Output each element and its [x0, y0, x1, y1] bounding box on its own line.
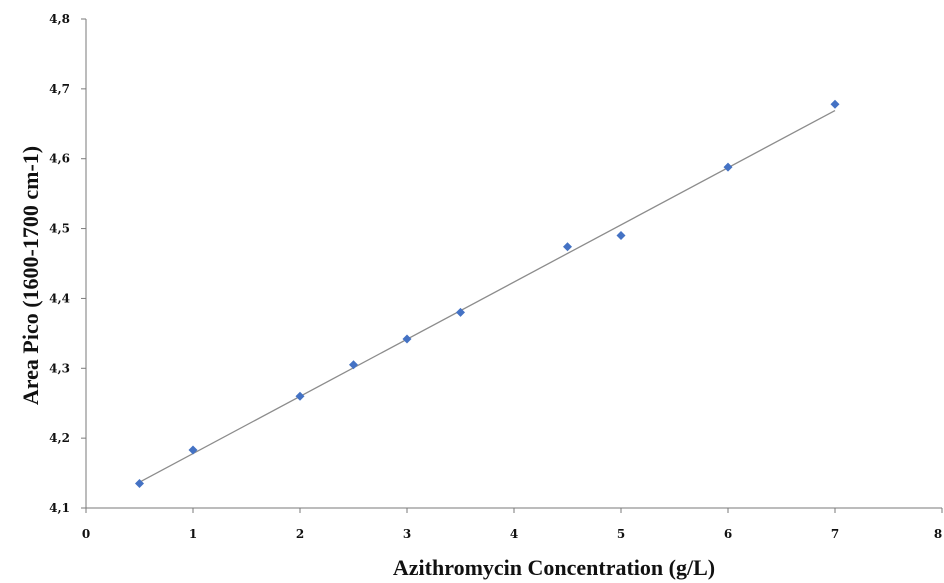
- axes: [85, 19, 942, 509]
- data-point: [723, 162, 733, 172]
- x-tick-label: 1: [189, 527, 197, 541]
- x-tick-label: 5: [617, 527, 625, 541]
- trendline-group: [139, 109, 836, 483]
- data-point: [402, 334, 412, 344]
- data-point: [349, 360, 358, 370]
- data-points: [135, 99, 840, 489]
- trendline: [139, 109, 836, 483]
- data-point: [135, 479, 144, 489]
- data-point: [456, 307, 465, 317]
- x-ticks: 0 1 2 3 4 5 6 7 8: [82, 508, 943, 541]
- x-tick-label: 0: [82, 527, 90, 541]
- data-point: [616, 231, 626, 241]
- data-point: [830, 99, 840, 109]
- y-tick-label: 4,6: [49, 152, 70, 166]
- x-tick-label: 4: [510, 527, 518, 541]
- y-tick-label: 4,1: [49, 501, 70, 515]
- x-tick-label: 6: [724, 527, 732, 541]
- y-tick-label: 4,4: [49, 291, 70, 305]
- x-tick-label: 8: [934, 527, 942, 541]
- data-point: [295, 391, 305, 401]
- x-tick-label: 2: [296, 527, 304, 541]
- y-tick-label: 4,3: [49, 361, 70, 375]
- data-point: [188, 445, 198, 455]
- x-tick-label: 3: [403, 527, 411, 541]
- x-tick-label: 7: [831, 527, 839, 541]
- y-tick-label: 4,7: [49, 82, 70, 96]
- y-tick-label: 4,2: [49, 431, 70, 445]
- y-tick-label: 4,8: [49, 12, 70, 26]
- y-axis-title: Area Pico (1600-1700 cm-1): [18, 146, 43, 405]
- y-tick-label: 4,5: [49, 222, 70, 236]
- data-point: [563, 242, 572, 252]
- x-axis-title: Azithromycin Concentration (g/L): [393, 555, 715, 580]
- y-ticks: 4,1 4,2 4,3 4,4 4,5 4,6 4,7 4,8: [49, 12, 86, 515]
